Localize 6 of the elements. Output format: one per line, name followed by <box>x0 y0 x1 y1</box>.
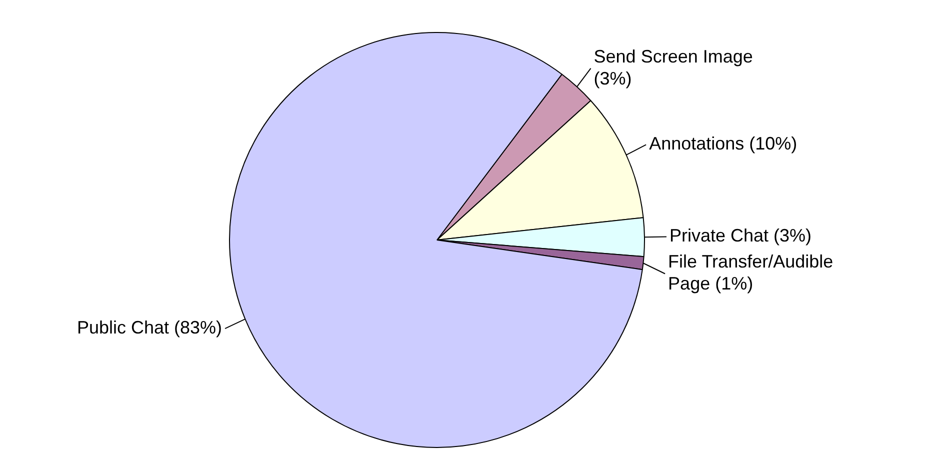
data-label: (3%) <box>594 68 632 88</box>
slice-label: Public Chat (83%) <box>76 318 222 338</box>
slice-label: Annotations (10%) <box>649 134 798 154</box>
slice-label: Send Screen Image <box>594 46 753 66</box>
slice-label: Private Chat (3%) <box>669 226 812 246</box>
slice-label: File Transfer/Audible Page (1%) <box>668 252 834 294</box>
